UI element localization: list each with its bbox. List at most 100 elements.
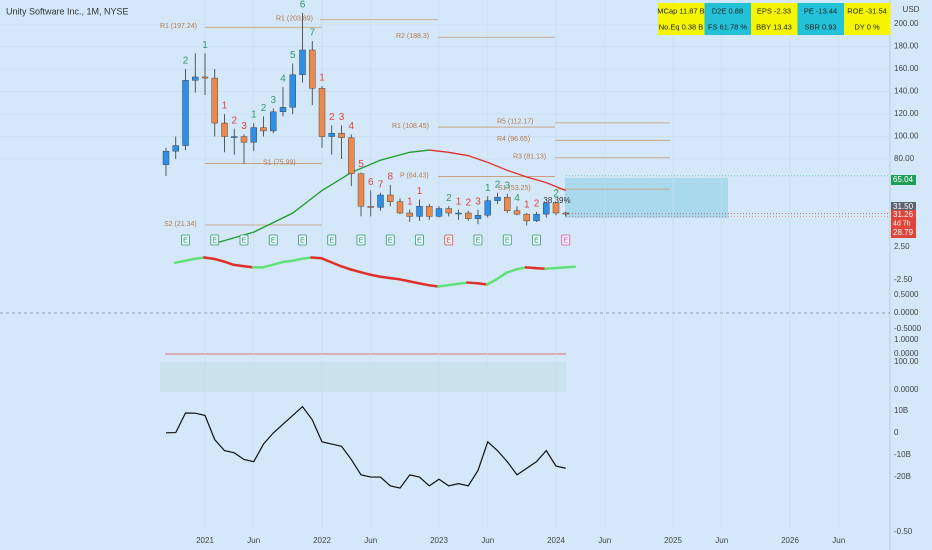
td-count: 3 [339, 112, 345, 123]
candle-body [455, 212, 462, 215]
obv-tick-label: 10B [894, 406, 908, 415]
candle-body [445, 208, 452, 214]
candle-body [162, 150, 170, 165]
oscillator-segment [437, 283, 450, 288]
td-count: 7 [309, 28, 315, 39]
indicator-axis-label: 0.5000 [894, 290, 919, 299]
candle-body [543, 202, 550, 215]
metric-cell [704, 19, 751, 35]
td-count: 1 [202, 40, 208, 51]
metric-text: EPS -2.33 [757, 6, 791, 15]
currency: USD [903, 5, 920, 14]
oscillator-segment [446, 282, 459, 287]
td-count: 3 [504, 181, 510, 192]
metric-text: MCap 11.87 B [657, 6, 704, 15]
price-marker [891, 202, 916, 212]
candle-body [465, 212, 472, 219]
metric-text: No.Eq 0.38 B [659, 22, 704, 31]
price-marker-label: 31.26 [893, 210, 914, 219]
candle-body [523, 213, 530, 222]
pivot-label: R2 (188.3) [396, 33, 429, 40]
oscillator-segment [310, 256, 323, 260]
candle-body [201, 76, 209, 79]
candle-body [211, 77, 218, 124]
td-count: 5 [290, 50, 296, 61]
td-count: 2 [534, 199, 540, 210]
candle-body [494, 197, 501, 201]
earnings-marker [210, 234, 220, 246]
earnings-marker [444, 234, 454, 246]
countdown: 4d 7h [893, 220, 911, 227]
oscillator-segment [212, 257, 225, 263]
obv-tick-label: 0 [894, 428, 899, 437]
x-tick-label: 2021 [196, 536, 214, 545]
candle-body [406, 212, 413, 217]
price-marker-label: 28.79 [893, 228, 914, 237]
candle-body [377, 194, 384, 208]
price-marker [891, 175, 916, 185]
td-count: 8 [387, 172, 393, 183]
oscillator-segment [427, 283, 440, 288]
moving-average [429, 149, 566, 192]
pivot-label: R1 (197.24) [160, 23, 197, 30]
candle-body [221, 122, 228, 137]
x-tick-label: Jun [598, 536, 611, 545]
x-tick-label: 2023 [430, 536, 448, 545]
y-tick-label: 100.00 [894, 132, 919, 141]
oscillator-segment [388, 276, 401, 281]
earnings-label: E [563, 237, 568, 244]
oscillator-segment [563, 265, 576, 269]
td-count: 3 [270, 95, 276, 106]
x-tick-label: Jun [247, 536, 260, 545]
x-tick-label: Jun [481, 536, 494, 545]
x-tick-label: 2025 [664, 536, 682, 545]
pivot-label: R4 (96.65) [497, 136, 530, 143]
td-count: 5 [358, 159, 364, 170]
earnings-marker [327, 234, 337, 246]
oscillator-segment [368, 273, 381, 278]
oscillator-segment [261, 263, 274, 269]
metric-text: PE -13.44 [804, 6, 837, 15]
x-tick-label: Jun [364, 536, 377, 545]
oscillator-segment [173, 259, 186, 265]
x-tick-label: 2022 [313, 536, 331, 545]
candle-body [231, 136, 238, 138]
td-count: 1 [417, 186, 423, 197]
td-count: 6 [300, 0, 306, 11]
price-marker [891, 210, 916, 220]
pivot-label: P (64.43) [400, 172, 429, 179]
oscillator-segment [281, 259, 294, 264]
oscillator-segment [495, 271, 508, 281]
indicator-axis-label: 0.0000 [894, 349, 919, 358]
td-count: 2 [495, 179, 501, 190]
td-count: 2 [261, 103, 267, 114]
candle-body [552, 202, 560, 214]
candle-body [192, 76, 199, 81]
earnings-label: E [388, 237, 393, 244]
oscillator-segment [505, 268, 518, 274]
indicator-axis-label: -2.50 [894, 275, 913, 284]
candle-body [426, 206, 433, 217]
td-count: 1 [456, 196, 462, 207]
obv-tick-label: -20B [894, 472, 911, 481]
metric-cell [844, 3, 891, 19]
oscillator-segment [407, 279, 420, 285]
earnings-marker [298, 234, 307, 246]
earnings-label: E [359, 237, 364, 244]
pivot-label: S2 (21.34) [164, 221, 197, 228]
oscillator-segment [524, 266, 537, 270]
candle-body [309, 49, 316, 89]
td-count: 7 [378, 179, 384, 190]
oscillator-segment [329, 260, 342, 268]
oscillator-segment [554, 266, 567, 270]
y-tick-label: 80.00 [894, 154, 915, 163]
pivot-label: R1 (203.89) [276, 16, 313, 23]
candle-body [172, 145, 179, 152]
earnings-label: E [446, 237, 451, 244]
candle-body [416, 206, 423, 217]
pivot-label: S1 (75.99) [263, 159, 296, 166]
metric-cell [658, 19, 705, 35]
metric-cell [797, 19, 844, 35]
td-count: 4 [348, 121, 354, 132]
td-count: 1 [222, 101, 228, 112]
